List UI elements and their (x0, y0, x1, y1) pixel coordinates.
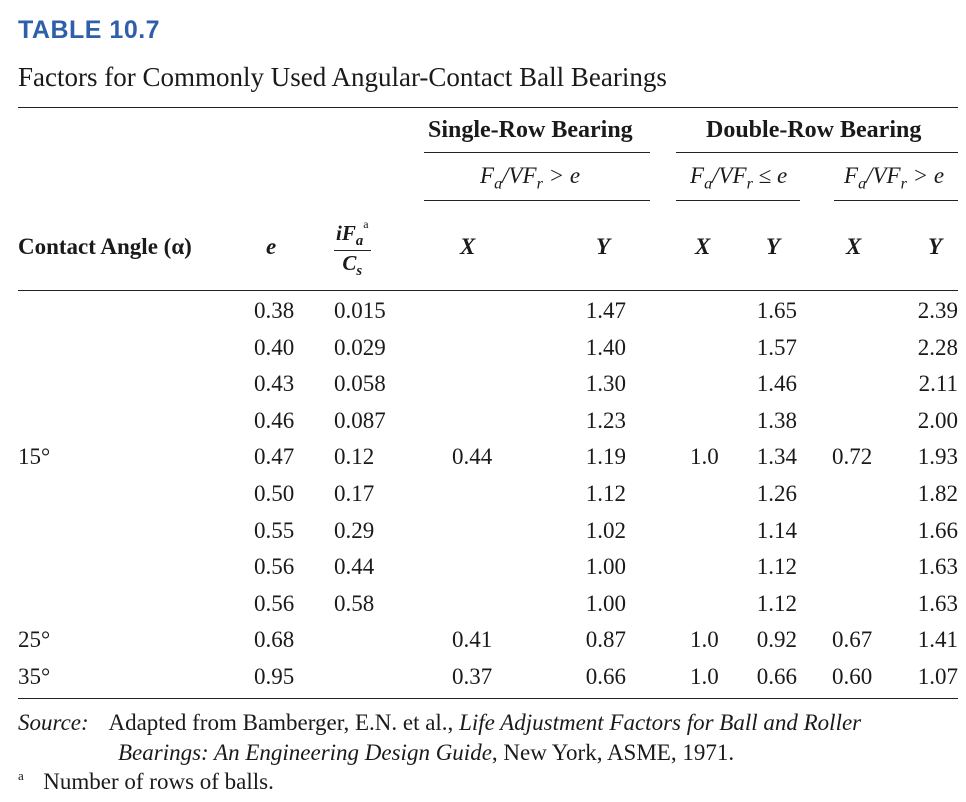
double-row-underline (676, 152, 958, 153)
cell-double-le-y: 1.26 (756, 481, 797, 506)
double-row-header: Double-Row Bearing (706, 117, 922, 143)
cell-double-le-y: 0.92 (756, 627, 797, 653)
cell-contact-angle: 25° (18, 627, 51, 653)
table-caption: Factors for Commonly Used Angular-Contac… (18, 62, 667, 92)
cell-double-gt-y: 1.41 (917, 627, 958, 653)
cell-ifa-cs: 0.029 (334, 334, 386, 360)
double-le-y-header: Y (766, 234, 781, 259)
cell-double-le-x: 1.0 (690, 627, 719, 653)
cell-single-y: 1.19 (585, 444, 626, 470)
top-rule (18, 107, 958, 108)
cell-single-y: 1.12 (585, 481, 626, 506)
cell-double-le-y: 0.66 (756, 664, 797, 689)
cell-single-x: 0.41 (452, 627, 493, 653)
contact-angle-header: Contact Angle (α) (18, 234, 192, 259)
cond-single-underline (424, 200, 650, 201)
cell-double-le-y: 1.34 (756, 444, 797, 470)
cell-e: 0.47 (254, 444, 295, 470)
cell-double-gt-y: 1.82 (917, 481, 958, 506)
cell-ifa-cs: 0.29 (334, 517, 375, 543)
cond-double-gt-header: Fa/VFr > e (844, 163, 945, 193)
cond-double-gt-underline (834, 200, 958, 201)
cell-single-x: 0.37 (452, 664, 493, 689)
source-label: Source: (18, 710, 89, 735)
cell-e: 0.46 (254, 407, 295, 433)
cell-single-y: 1.00 (585, 590, 626, 616)
cell-double-le-x: 1.0 (690, 664, 719, 689)
cond-double-le-underline (676, 200, 800, 201)
cell-double-le-y: 1.38 (756, 407, 797, 433)
cell-double-le-x: 1.0 (690, 444, 719, 470)
source-suffix: , New York, ASME, 1971. (491, 740, 735, 765)
cell-contact-angle: 35° (18, 664, 51, 689)
cell-double-gt-y: 2.00 (917, 407, 958, 433)
cell-ifa-cs: 0.58 (334, 590, 375, 616)
cell-ifa-cs: 0.17 (334, 481, 375, 506)
e-header: e (266, 234, 277, 259)
cell-double-gt-x: 0.60 (832, 664, 873, 689)
cell-ifa-cs: 0.44 (334, 554, 375, 580)
cell-single-y: 1.40 (585, 334, 626, 360)
cell-e: 0.95 (254, 664, 295, 689)
cell-single-y: 1.00 (585, 554, 626, 580)
cell-single-y: 1.02 (585, 517, 626, 543)
cell-e: 0.68 (254, 627, 295, 653)
double-gt-x-header: X (846, 234, 862, 259)
cell-contact-angle: 15° (18, 444, 51, 470)
header-rule (18, 290, 958, 291)
cell-double-gt-x: 0.67 (832, 627, 873, 653)
cell-e: 0.56 (254, 554, 295, 580)
cell-double-gt-y: 2.39 (917, 298, 958, 323)
cell-single-y: 1.30 (585, 371, 626, 397)
cell-e: 0.40 (254, 334, 295, 360)
cell-double-gt-y: 2.11 (918, 371, 958, 397)
cell-single-x: 0.44 (452, 444, 493, 470)
double-gt-y-header: Y (928, 234, 943, 259)
cell-single-y: 0.66 (585, 664, 626, 689)
cell-double-gt-y: 1.63 (917, 554, 958, 580)
cell-e: 0.50 (254, 481, 295, 506)
single-row-underline (424, 152, 650, 153)
footnote: a Number of rows of balls. (18, 768, 274, 795)
cell-double-le-y: 1.12 (756, 590, 797, 616)
source-prefix: Adapted from Bamberger, E.N. et al., (108, 710, 454, 735)
footnote-mark: a (18, 768, 24, 783)
bottom-rule (18, 698, 958, 699)
cell-ifa-cs: 0.12 (334, 444, 375, 470)
cell-double-gt-x: 0.72 (832, 444, 873, 470)
cell-e: 0.43 (254, 371, 295, 397)
single-x-header: X (460, 234, 476, 259)
cell-e: 0.38 (254, 298, 295, 323)
cell-single-y: 0.87 (585, 627, 626, 653)
cell-double-gt-y: 1.07 (917, 664, 958, 689)
cond-double-le-header: Fa/VFr ≤ e (690, 163, 788, 193)
cell-e: 0.55 (254, 517, 295, 543)
cell-double-gt-y: 2.28 (917, 334, 958, 360)
cell-ifa-cs: 0.087 (334, 407, 386, 433)
double-le-x-header: X (695, 234, 711, 259)
cell-double-gt-y: 1.93 (917, 444, 958, 470)
single-row-header: Single-Row Bearing (428, 117, 633, 143)
cell-double-le-y: 1.57 (756, 334, 797, 360)
footnote-text: Number of rows of balls. (43, 769, 274, 794)
table-label: TABLE 10.7 (18, 16, 161, 44)
source-title-line2: Bearings: An Engineering Design Guide (118, 740, 492, 765)
source-note: Source: Adapted from Bamberger, E.N. et … (18, 708, 958, 768)
cell-ifa-cs: 0.058 (334, 371, 386, 397)
cell-e: 0.56 (254, 590, 295, 616)
cell-double-le-y: 1.14 (756, 517, 797, 543)
cond-single-header: Fa/VFr > e (480, 163, 581, 193)
ifa-header: iFaa Cs (334, 217, 371, 280)
cell-double-gt-y: 1.66 (917, 517, 958, 543)
cell-double-le-y: 1.46 (756, 371, 797, 397)
cell-ifa-cs: 0.015 (334, 298, 386, 323)
source-title-line1: Life Adjustment Factors for Ball and Rol… (459, 710, 862, 735)
cell-double-le-y: 1.12 (756, 554, 797, 580)
cell-single-y: 1.47 (585, 298, 626, 323)
single-y-header: Y (596, 234, 611, 259)
cell-single-y: 1.23 (585, 407, 626, 433)
cell-double-le-y: 1.65 (756, 298, 797, 323)
cell-double-gt-y: 1.63 (917, 590, 958, 616)
